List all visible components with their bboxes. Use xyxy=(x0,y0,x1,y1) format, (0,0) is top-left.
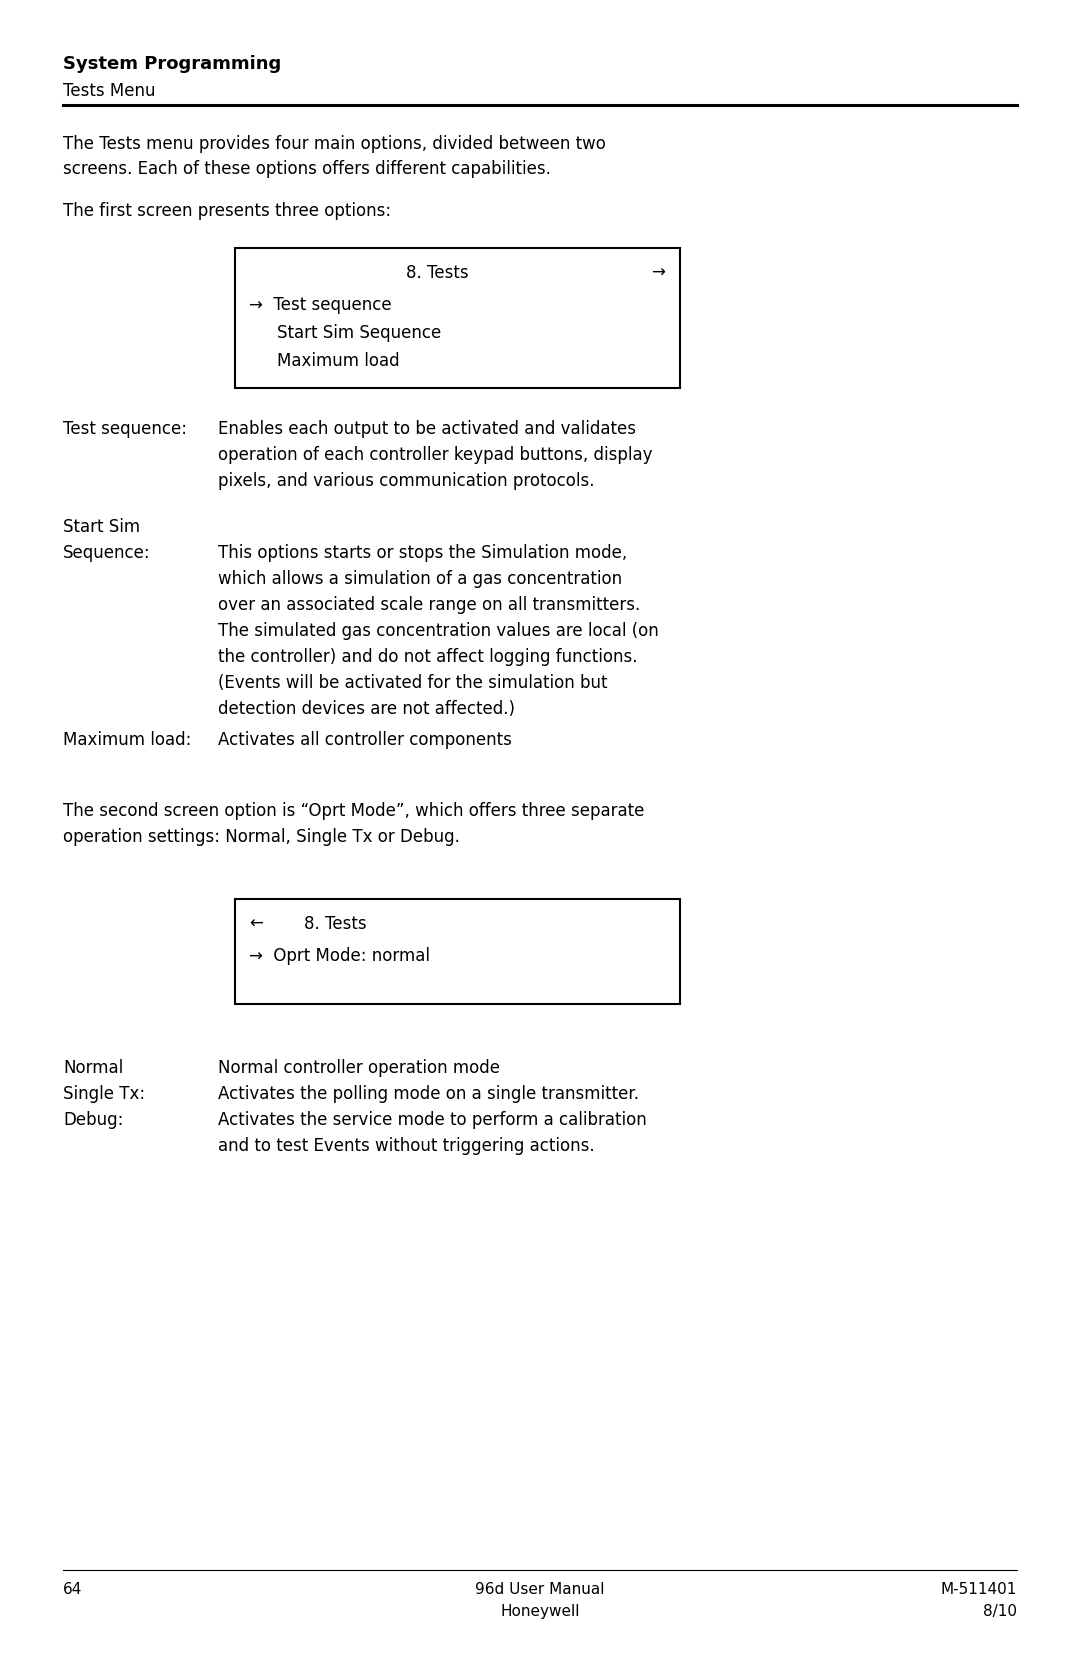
Text: operation settings: Normal, Single Tx or Debug.: operation settings: Normal, Single Tx or… xyxy=(63,828,460,846)
Text: the controller) and do not affect logging functions.: the controller) and do not affect loggin… xyxy=(218,648,637,666)
Text: →: → xyxy=(651,264,665,282)
Text: This options starts or stops the Simulation mode,: This options starts or stops the Simulat… xyxy=(218,544,627,562)
Text: Single Tx:: Single Tx: xyxy=(63,1085,145,1103)
Text: ←: ← xyxy=(249,915,262,933)
Text: Debug:: Debug: xyxy=(63,1112,123,1128)
Text: 8. Tests: 8. Tests xyxy=(303,915,366,933)
Text: 8/10: 8/10 xyxy=(983,1604,1017,1619)
Text: The second screen option is “Oprt Mode”, which offers three separate: The second screen option is “Oprt Mode”,… xyxy=(63,803,645,819)
Bar xyxy=(235,249,680,387)
Text: which allows a simulation of a gas concentration: which allows a simulation of a gas conce… xyxy=(218,571,622,587)
Text: 8. Tests: 8. Tests xyxy=(406,264,469,282)
Text: (Events will be activated for the simulation but: (Events will be activated for the simula… xyxy=(218,674,607,693)
Text: over an associated scale range on all transmitters.: over an associated scale range on all tr… xyxy=(218,596,640,614)
Text: System Programming: System Programming xyxy=(63,55,281,73)
Text: Honeywell: Honeywell xyxy=(500,1604,580,1619)
Text: Maximum load: Maximum load xyxy=(276,352,400,371)
Text: Maximum load:: Maximum load: xyxy=(63,731,191,749)
Text: operation of each controller keypad buttons, display: operation of each controller keypad butt… xyxy=(218,446,652,464)
Text: M-511401: M-511401 xyxy=(941,1582,1017,1597)
Text: Start Sim: Start Sim xyxy=(63,517,140,536)
Text: The Tests menu provides four main options, divided between two: The Tests menu provides four main option… xyxy=(63,135,606,154)
Text: →  Test sequence: → Test sequence xyxy=(249,295,392,314)
Text: Normal: Normal xyxy=(63,1060,123,1077)
Text: Activates the service mode to perform a calibration: Activates the service mode to perform a … xyxy=(218,1112,647,1128)
Text: The first screen presents three options:: The first screen presents three options: xyxy=(63,202,391,220)
Text: 64: 64 xyxy=(63,1582,82,1597)
Text: Tests Menu: Tests Menu xyxy=(63,82,156,100)
Text: screens. Each of these options offers different capabilities.: screens. Each of these options offers di… xyxy=(63,160,551,179)
Text: Activates the polling mode on a single transmitter.: Activates the polling mode on a single t… xyxy=(218,1085,639,1103)
Bar xyxy=(235,900,680,1005)
Text: pixels, and various communication protocols.: pixels, and various communication protoc… xyxy=(218,472,594,491)
Text: and to test Events without triggering actions.: and to test Events without triggering ac… xyxy=(218,1137,595,1155)
Text: Sequence:: Sequence: xyxy=(63,544,150,562)
Text: Activates all controller components: Activates all controller components xyxy=(218,731,512,749)
Text: Enables each output to be activated and validates: Enables each output to be activated and … xyxy=(218,421,636,437)
Text: Test sequence:: Test sequence: xyxy=(63,421,187,437)
Text: Normal controller operation mode: Normal controller operation mode xyxy=(218,1060,500,1077)
Text: The simulated gas concentration values are local (on: The simulated gas concentration values a… xyxy=(218,623,659,639)
Text: 96d User Manual: 96d User Manual xyxy=(475,1582,605,1597)
Text: →  Oprt Mode: normal: → Oprt Mode: normal xyxy=(249,946,430,965)
Text: detection devices are not affected.): detection devices are not affected.) xyxy=(218,699,515,718)
Text: Start Sim Sequence: Start Sim Sequence xyxy=(276,324,442,342)
